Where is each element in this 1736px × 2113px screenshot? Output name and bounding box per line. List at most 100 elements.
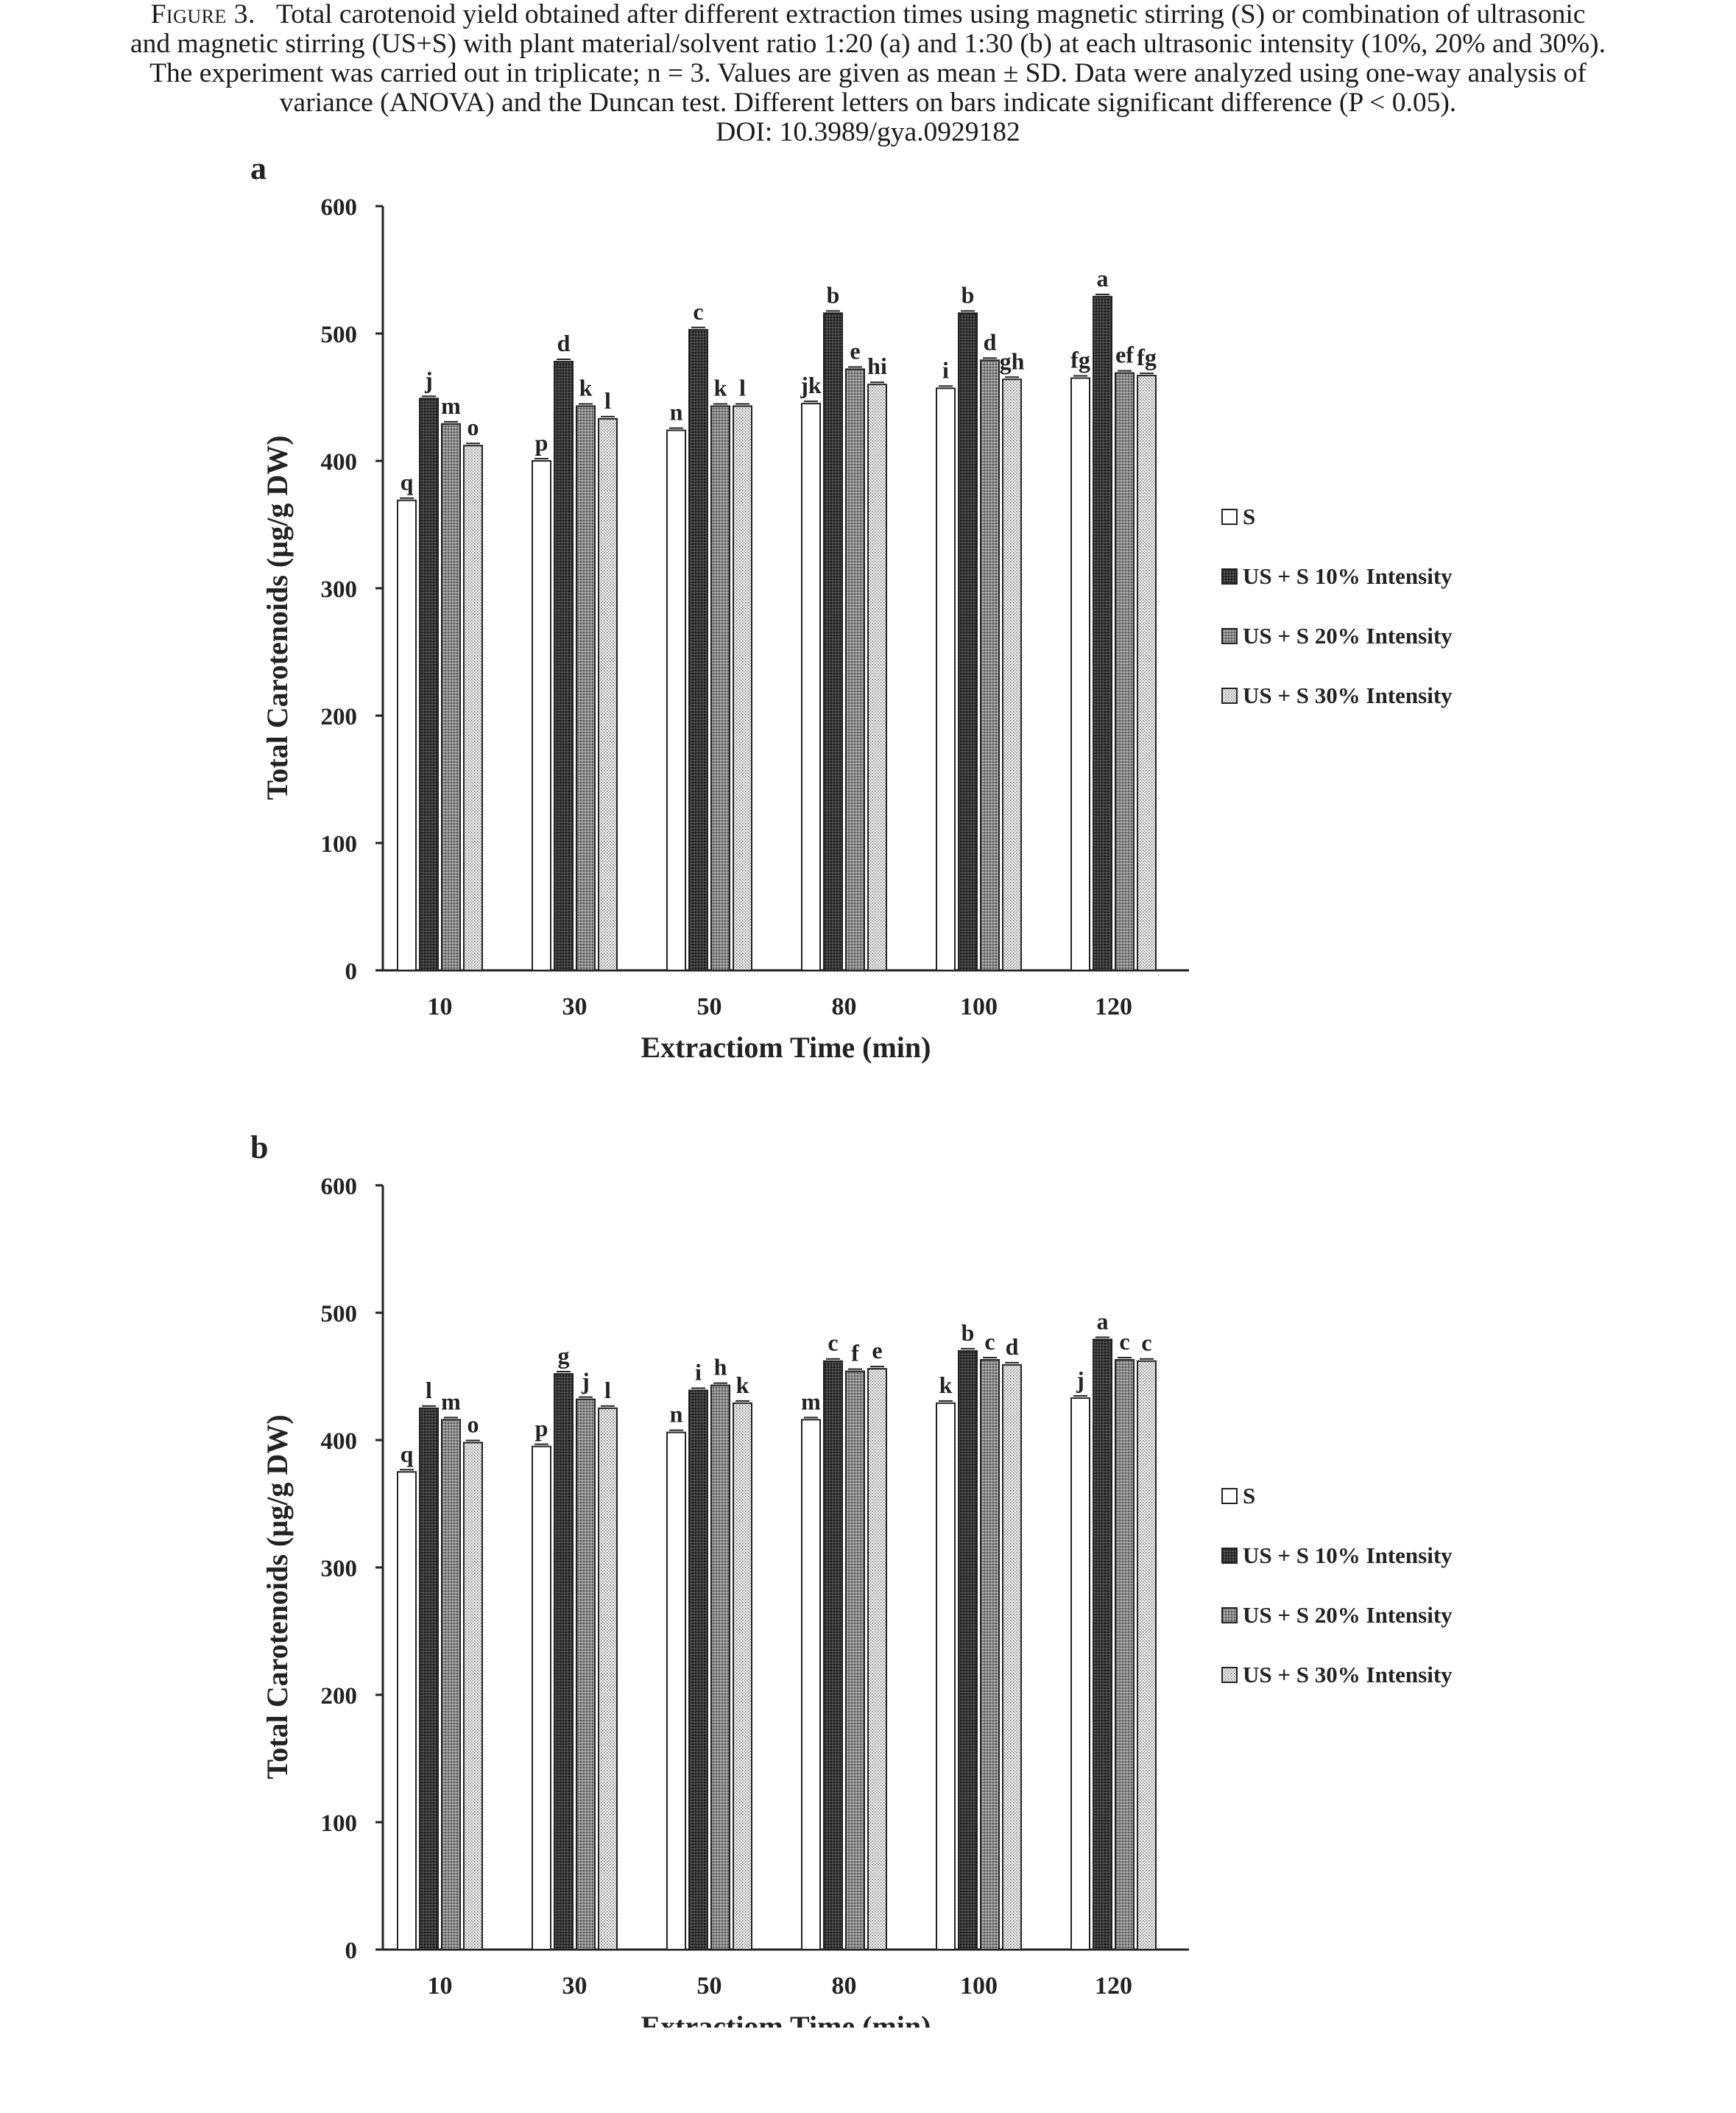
legend-label: US + S 30% Intensity: [1243, 1662, 1453, 1687]
bar: [867, 384, 887, 971]
x-tick-label: 50: [697, 993, 722, 1020]
x-axis-label: Extractiom Time (min): [641, 1031, 931, 1064]
bar: [419, 1407, 439, 1950]
panel-label: a: [250, 155, 267, 186]
significance-letter: j: [581, 1368, 590, 1394]
legend-swatch: [1221, 1488, 1238, 1504]
bar: [598, 417, 618, 972]
bar: [801, 1419, 821, 1950]
significance-letter: l: [604, 1377, 611, 1403]
bar: [845, 1370, 865, 1950]
significance-letter: m: [441, 392, 461, 419]
legend-label: US + S 20% Intensity: [1243, 1602, 1453, 1628]
y-axis-label: Total Carotenoids (µg/g DW): [261, 1414, 294, 1779]
significance-letter: c: [984, 1328, 995, 1355]
significance-letter: n: [670, 1401, 683, 1428]
y-tick-label: 600: [321, 194, 358, 221]
significance-letter: e: [872, 1337, 882, 1364]
significance-letter: i: [695, 1359, 702, 1386]
caption-line-1-text: Total carotenoid yield obtained after di…: [275, 0, 1586, 29]
y-tick-label: 200: [321, 1683, 358, 1710]
bar: [710, 405, 730, 971]
legend-label: US + S 20% Intensity: [1243, 623, 1453, 649]
significance-letter: ef: [1115, 342, 1134, 368]
significance-letter: d: [1006, 1333, 1019, 1360]
bar: [733, 1402, 752, 1950]
bar: [688, 328, 708, 971]
legend-swatch: [1221, 1667, 1238, 1683]
caption-line-2: and magnetic stirring (US+S) with plant …: [130, 29, 1606, 59]
bar: [958, 1350, 978, 1950]
significance-letter: i: [942, 356, 949, 383]
significance-letter: k: [579, 375, 593, 401]
significance-letter: k: [714, 375, 727, 401]
bar: [397, 1471, 417, 1950]
legend-swatch: [1221, 1607, 1238, 1623]
significance-letter: jk: [800, 372, 822, 398]
significance-letter: b: [961, 1319, 975, 1346]
bar: [980, 1359, 1000, 1950]
bar: [1002, 1364, 1022, 1950]
bar: [845, 368, 865, 971]
y-tick-label: 100: [321, 831, 358, 858]
bar: [823, 1360, 843, 1950]
bar: [554, 361, 574, 971]
y-tick-label: 400: [321, 1428, 358, 1455]
bar: [463, 445, 483, 971]
bar: [823, 312, 843, 971]
bar: [554, 1373, 574, 1951]
bar: [801, 403, 821, 971]
legend-swatch: [1221, 628, 1238, 644]
significance-letter: e: [850, 337, 860, 364]
x-tick-label: 120: [1095, 993, 1132, 1020]
legend-swatch: [1221, 509, 1238, 525]
significance-letter: h: [714, 1354, 727, 1380]
bar: [1070, 377, 1090, 971]
significance-letter: fg: [1070, 347, 1090, 373]
significance-letter: q: [401, 469, 414, 495]
bar-chart-a: a 0 100 200 300 400 500 600 Total Carotenoids (µ…: [250, 155, 1453, 1064]
bar: [441, 1419, 461, 1950]
x-tick-label: 120: [1095, 1972, 1132, 2000]
significance-letter: o: [467, 1411, 479, 1437]
bar: [710, 1384, 730, 1950]
significance-letter: p: [535, 1415, 548, 1442]
bar: [397, 499, 417, 971]
x-axis-label: Extractiom Time (min): [641, 2010, 931, 2028]
significance-letter: b: [827, 281, 840, 308]
chart-panel-b: b 0 100 200 300 400 500 600 Total Carotenoids (µ…: [0, 1134, 1736, 2113]
doi-text: DOI: 10.3989/gya.0929182: [716, 117, 1020, 147]
significance-letter: j: [1076, 1366, 1084, 1393]
bar: [980, 359, 1000, 971]
x-tick-label: 10: [428, 1972, 453, 2000]
bar: [463, 1442, 483, 1950]
figure-caption: Figure 3. Total carotenoid yield obtaine…: [0, 0, 1736, 147]
bar: [441, 423, 461, 971]
bar: [1137, 1360, 1157, 1950]
figure-label: Figure 3.: [150, 0, 255, 29]
significance-letter: hi: [867, 353, 887, 379]
significance-letter: c: [1119, 1328, 1129, 1355]
legend-label: US + S 10% Intensity: [1243, 1542, 1453, 1568]
significance-letter: gh: [1000, 348, 1025, 374]
significance-letter: c: [828, 1330, 838, 1356]
bar: [576, 405, 596, 971]
bar-chart-b: b 0 100 200 300 400 500 600 Total Carotenoids (µ…: [250, 1134, 1453, 2028]
significance-letter: l: [426, 1377, 432, 1403]
legend-label: S: [1243, 504, 1255, 529]
x-tick-label: 50: [697, 1972, 722, 2000]
bar: [576, 1398, 596, 1950]
bar: [688, 1389, 708, 1950]
caption-line-4: variance (ANOVA) and the Duncan test. Di…: [279, 88, 1457, 118]
significance-letter: m: [441, 1388, 461, 1414]
bar: [958, 312, 978, 971]
significance-letter: m: [801, 1388, 821, 1414]
bar: [936, 387, 956, 971]
bar: [532, 1445, 551, 1950]
bar: [733, 405, 752, 971]
x-tick-label: 30: [562, 1972, 588, 2000]
y-tick-label: 500: [321, 1301, 358, 1327]
x-tick-label: 100: [960, 1972, 998, 2000]
bar: [598, 1407, 618, 1950]
significance-letter: a: [1097, 265, 1109, 292]
